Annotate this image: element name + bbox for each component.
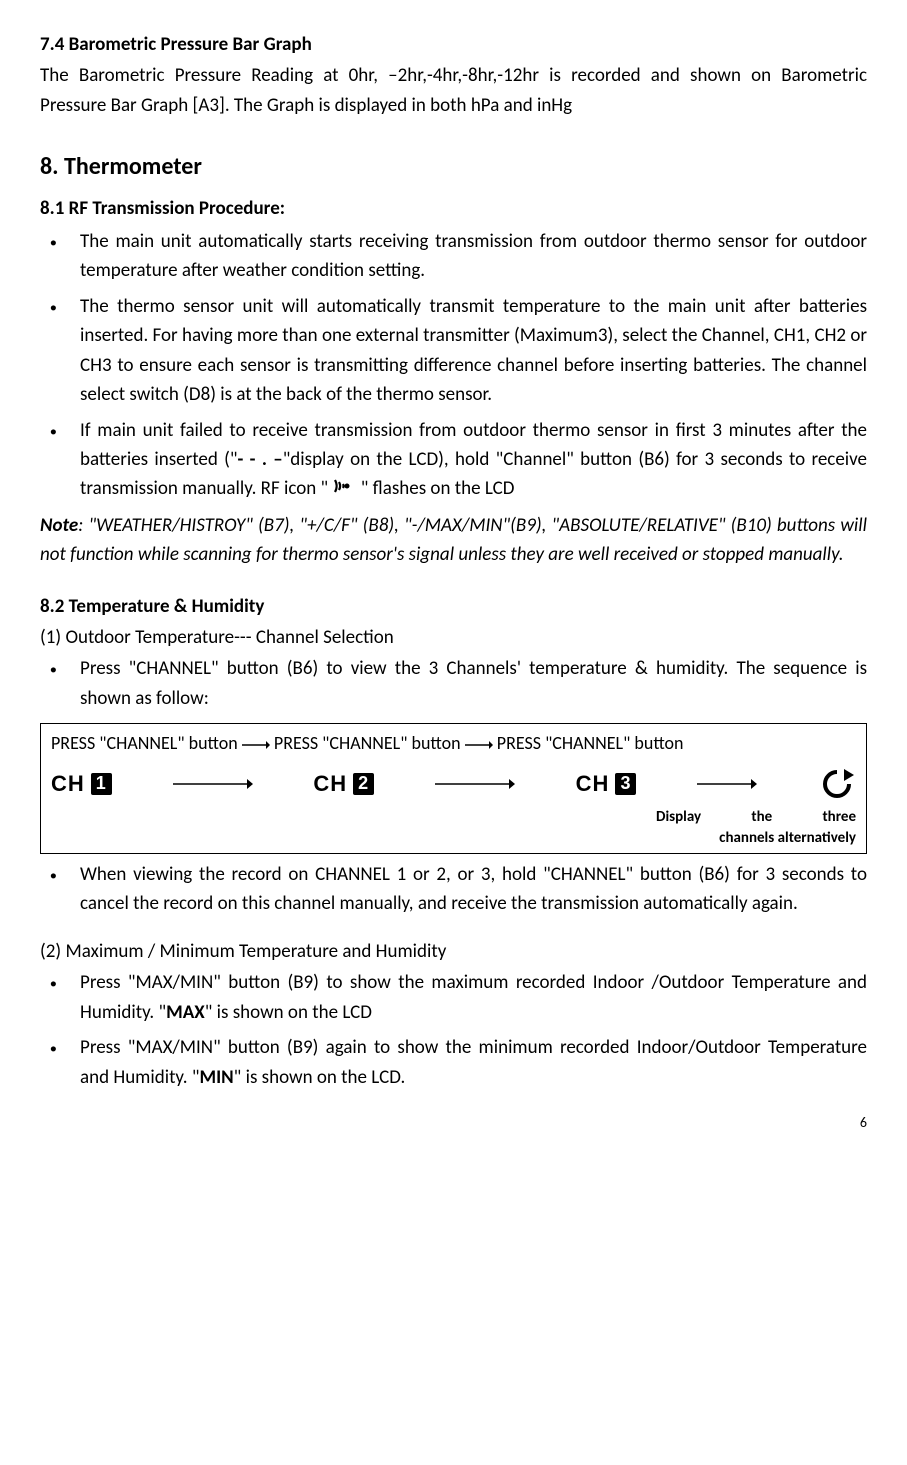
arrow-icon bbox=[465, 731, 493, 759]
ch1-label: CH 1 bbox=[51, 767, 112, 801]
section-8-1-list: The main unit automatically starts recei… bbox=[40, 227, 867, 505]
page-number: 6 bbox=[40, 1112, 867, 1134]
section-8-1-title: 8.1 RF Transmission Procedure: bbox=[40, 194, 867, 223]
ch-number: 1 bbox=[91, 773, 112, 795]
list-item: If main unit failed to receive transmiss… bbox=[40, 416, 867, 505]
section-8-2-list-2: When viewing the record on CHANNEL 1 or … bbox=[40, 860, 867, 919]
list-item: Press "CHANNEL" button (B6) to view the … bbox=[40, 654, 867, 713]
text-part: " is shown on the LCD bbox=[205, 1001, 372, 1024]
section-8-2-list-3: Press "MAX/MIN" button (B9) to show the … bbox=[40, 968, 867, 1092]
section-7-4-text: The Barometric Pressure Reading at 0hr, … bbox=[40, 61, 867, 120]
list-item: Press "MAX/MIN" button (B9) again to sho… bbox=[40, 1033, 867, 1092]
lcd-dashes: - - . – bbox=[238, 448, 283, 471]
ch2-label: CH 2 bbox=[313, 767, 374, 801]
min-label: MIN bbox=[199, 1066, 233, 1089]
caption-word: Display bbox=[656, 807, 701, 828]
press-label: PRESS "CHANNEL" button bbox=[274, 732, 461, 754]
arrow-icon bbox=[242, 731, 270, 759]
arrow-icon bbox=[697, 778, 757, 790]
channel-icons-row: CH 1 CH 2 CH 3 bbox=[51, 767, 856, 801]
press-label: PRESS "CHANNEL" button bbox=[51, 732, 238, 754]
text-part: " flashes on the LCD bbox=[356, 477, 514, 500]
section-8-2-list-1: Press "CHANNEL" button (B6) to view the … bbox=[40, 654, 867, 713]
section-7-4-title: 7.4 Barometric Pressure Bar Graph bbox=[40, 30, 867, 59]
section-8-2-title: 8.2 Temperature & Humidity bbox=[40, 592, 867, 621]
press-label: PRESS "CHANNEL" button bbox=[497, 732, 684, 754]
caption-word: the bbox=[751, 807, 772, 828]
ch-number: 2 bbox=[353, 773, 374, 795]
max-label: MAX bbox=[166, 1001, 205, 1024]
arrow-icon bbox=[435, 778, 515, 790]
list-item: The thermo sensor unit will automaticall… bbox=[40, 292, 867, 410]
list-item: Press "MAX/MIN" button (B9) to show the … bbox=[40, 968, 867, 1027]
list-item: The main unit automatically starts recei… bbox=[40, 227, 867, 286]
sequence-top-row: PRESS "CHANNEL" button PRESS "CHANNEL" b… bbox=[51, 730, 856, 759]
section-8-title: 8. Thermometer bbox=[40, 148, 867, 185]
cycle-icon bbox=[818, 767, 856, 801]
ch-number: 3 bbox=[615, 773, 636, 795]
section-8-2-sub2-title: (2) Maximum / Minimum Temperature and Hu… bbox=[40, 937, 867, 966]
text-part: " is shown on the LCD. bbox=[234, 1066, 406, 1089]
ch-text: CH bbox=[313, 767, 347, 801]
list-item: When viewing the record on CHANNEL 1 or … bbox=[40, 860, 867, 919]
caption-word: three bbox=[822, 807, 856, 828]
channel-sequence-box: PRESS "CHANNEL" button PRESS "CHANNEL" b… bbox=[40, 723, 867, 854]
ch-text: CH bbox=[576, 767, 610, 801]
ch-text: CH bbox=[51, 767, 85, 801]
caption-line-2: channels alternatively bbox=[51, 828, 856, 849]
section-8-1-note: Note: "WEATHER/HISTROY" (B7), "+/C/F" (B… bbox=[40, 511, 867, 570]
section-8-2-sub1-title: (1) Outdoor Temperature--- Channel Selec… bbox=[40, 623, 867, 652]
sequence-caption: Display the three channels alternatively bbox=[51, 807, 856, 849]
ch3-label: CH 3 bbox=[576, 767, 637, 801]
rf-icon bbox=[332, 475, 356, 504]
note-label: Note bbox=[40, 514, 78, 537]
note-text: : "WEATHER/HISTROY" (B7), "+/C/F" (B8), … bbox=[40, 514, 867, 566]
arrow-icon bbox=[173, 778, 253, 790]
